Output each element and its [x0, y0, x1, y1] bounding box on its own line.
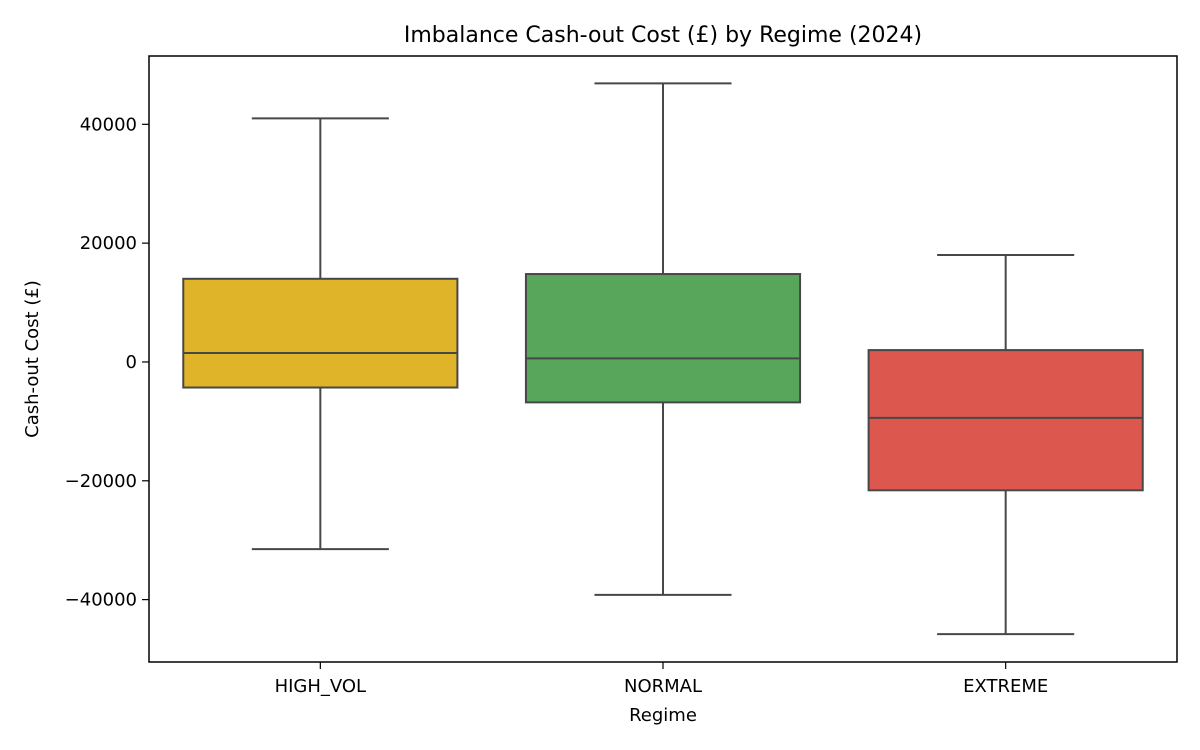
y-tick-label: 40000	[80, 114, 137, 135]
box-iqr	[524, 273, 802, 404]
x-axis-title: Regime	[629, 705, 697, 726]
plot-frame	[148, 55, 1178, 663]
x-tick-label: NORMAL	[624, 676, 702, 697]
box-iqr	[867, 349, 1144, 492]
y-axis-title: Cash-out Cost (£)	[22, 280, 43, 438]
y-tick-label: 20000	[80, 233, 137, 254]
x-axis: HIGH_VOL NORMAL EXTREME	[275, 662, 1048, 697]
chart-title: Imbalance Cash-out Cost (£) by Regime (2…	[404, 23, 922, 48]
box-group-extreme	[867, 254, 1144, 636]
box-group-normal	[524, 82, 802, 596]
box-group-high-vol	[182, 117, 459, 551]
boxes-layer	[182, 82, 1144, 636]
y-tick-label: −20000	[65, 471, 137, 492]
y-axis: −40000 −20000 0 20000 40000	[65, 114, 149, 611]
box-iqr	[182, 277, 459, 389]
y-tick-label: −40000	[65, 590, 137, 611]
x-tick-label: EXTREME	[963, 676, 1048, 697]
y-tick-label: 0	[126, 352, 137, 373]
x-tick-label: HIGH_VOL	[275, 676, 367, 697]
